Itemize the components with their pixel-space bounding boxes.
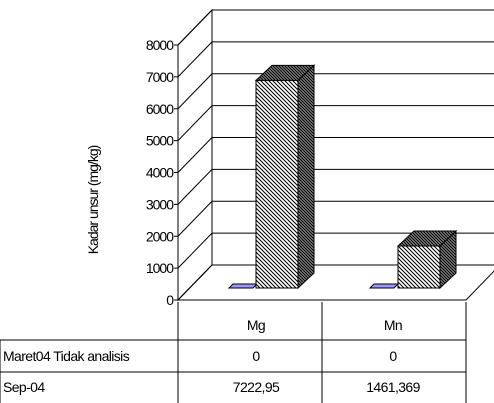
y-tick-label: 4000 [146, 165, 174, 181]
bar-front [397, 245, 441, 289]
y-tick-label: 0 [166, 292, 174, 308]
gridline-side [177, 41, 213, 78]
y-axis-ticks: 8000 7000 6000 5000 4000 3000 2000 1000 0 [146, 37, 179, 308]
category-label-mg: Mg [247, 317, 265, 333]
gridline-side [177, 73, 213, 110]
value-sep04-mg: 7222,95 [233, 379, 280, 395]
data-table: Mg Mn Maret04 Tidak analisis 0 0 Sep-04 … [0, 302, 467, 403]
series-name-maret04: Maret04 Tidak analisis [3, 348, 130, 364]
gridline-side [177, 200, 213, 237]
data-table-grid [0, 302, 467, 403]
y-axis-label: Kadar unsur (mg/kg) [85, 145, 101, 254]
value-maret04-mg: 0 [252, 348, 260, 364]
gridline-side [177, 9, 213, 46]
y-tick-label: 1000 [146, 260, 174, 276]
gridline-side [177, 169, 213, 205]
bar-front [255, 79, 299, 289]
bar-side [297, 64, 315, 290]
bar-top [254, 64, 316, 81]
category-label-mn: Mn [384, 317, 402, 333]
gridline-side [177, 137, 213, 173]
y-tick-label: 5000 [146, 133, 174, 149]
bar-sep04-mn [396, 229, 458, 290]
bar-top [396, 230, 458, 247]
y-tick-label: 8000 [146, 37, 174, 53]
bar-maret04-mg [227, 283, 259, 289]
value-maret04-mn: 0 [389, 348, 397, 364]
bars [227, 64, 458, 290]
series-name-sep04: Sep-04 [3, 379, 45, 395]
y-tick-label: 7000 [146, 69, 174, 85]
value-sep04-mn: 1461,369 [366, 379, 420, 395]
bar-sep04-mg [254, 64, 316, 290]
gridline-side [177, 232, 213, 269]
bar-maret04-mn [368, 283, 400, 289]
gridline-side [177, 264, 213, 301]
y-tick-label: 2000 [146, 228, 174, 244]
y-tick-label: 3000 [146, 196, 174, 212]
y-tick-label: 6000 [146, 101, 174, 117]
gridline-side [177, 105, 213, 141]
